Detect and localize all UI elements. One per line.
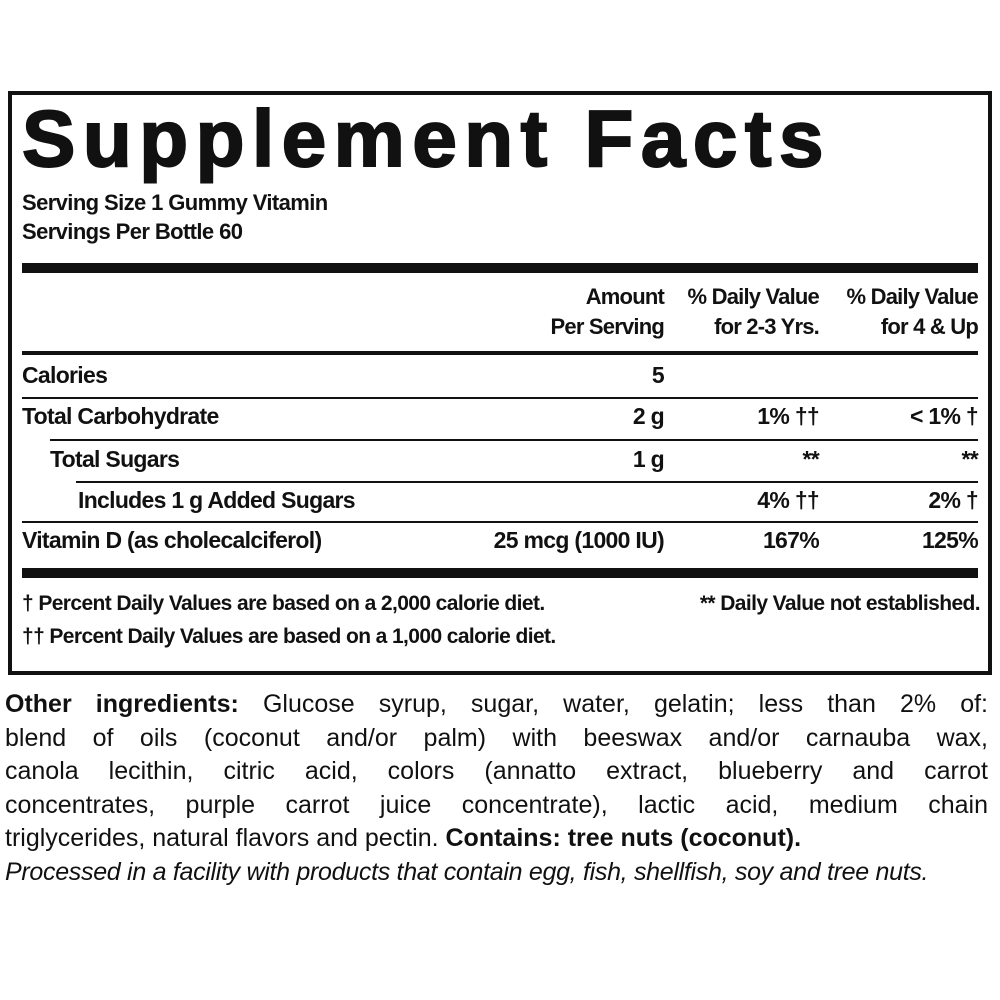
nutrient-row: Total Sugars 1 g ** ** <box>22 441 979 481</box>
nutrient-dv-2-3: 1% †† <box>757 403 819 429</box>
header-amount: Amount Per Serving <box>550 282 665 342</box>
header-dv4-line1: % Daily Value <box>846 284 979 309</box>
nutrient-dv-4-up: ** <box>961 446 978 472</box>
thick-divider <box>22 568 978 578</box>
ingredients-line: concentrates, purple carrot juice concen… <box>5 790 988 819</box>
ingredients-label: Other ingredients: <box>5 690 239 718</box>
row-divider <box>76 481 978 483</box>
nutrient-dv-4-up: 125% <box>921 527 979 553</box>
header-dv23-line1: % Daily Value <box>687 284 820 309</box>
header-dv4-line2: for 4 & Up <box>880 314 979 339</box>
other-ingredients: Other ingredients: Glucose syrup, sugar,… <box>5 688 988 889</box>
nutrient-amount: 5 <box>651 362 665 388</box>
header-dv23-line2: for 2-3 Yrs. <box>714 314 820 339</box>
ingredients-text: triglycerides, natural flavors and pecti… <box>5 824 446 852</box>
nutrient-label: Includes 1 g Added Sugars <box>78 487 356 513</box>
header-dv-2-3: % Daily Value for 2-3 Yrs. <box>687 282 820 342</box>
header-divider <box>22 351 978 355</box>
ingredients-line: canola lecithin, citric acid, colors (an… <box>5 757 988 785</box>
footnote-dagger: † Percent Daily Values are based on a 2,… <box>22 592 545 615</box>
servings-per-container: Servings Per Bottle 60 <box>22 219 243 244</box>
nutrient-dv-2-3: 167% <box>762 527 820 553</box>
nutrient-dv-2-3: ** <box>802 446 819 472</box>
nutrient-label: Vitamin D (as cholecalciferol) <box>22 527 322 553</box>
thick-divider <box>22 263 978 273</box>
row-divider <box>22 397 978 399</box>
nutrient-row: Includes 1 g Added Sugars 4% †† 2% † <box>22 482 979 522</box>
ingredients-line: Other ingredients: Glucose syrup, sugar,… <box>5 688 988 722</box>
allergen-statement: Contains: tree nuts (coconut). <box>445 824 802 852</box>
ingredients-line: blend of oils (coconut and/or palm) with… <box>5 723 988 752</box>
facility-statement: Processed in a facility with products th… <box>5 857 929 886</box>
nutrient-label: Total Sugars <box>50 446 180 472</box>
nutrient-label: Calories <box>22 362 108 388</box>
panel-title: Supplement Facts <box>21 94 832 183</box>
nutrient-dv-4-up: < 1% † <box>909 403 979 429</box>
nutrient-row: Total Carbohydrate 2 g 1% †† < 1% † <box>22 398 979 438</box>
nutrient-amount: 1 g <box>632 446 665 472</box>
supplement-facts-panel: Supplement Facts Serving Size 1 Gummy Vi… <box>8 91 992 675</box>
row-divider <box>22 521 978 523</box>
header-dv-4-up: % Daily Value for 4 & Up <box>846 282 979 342</box>
nutrient-row: Vitamin D (as cholecalciferol) 25 mcg (1… <box>22 522 979 562</box>
nutrient-dv-4-up: 2% † <box>928 487 978 513</box>
ingredients-line: triglycerides, natural flavors and pecti… <box>5 822 988 856</box>
nutrient-label: Total Carbohydrate <box>22 403 219 429</box>
header-amount-line2: Per Serving <box>550 314 665 339</box>
nutrient-amount: 25 mcg (1000 IU) <box>493 527 665 553</box>
row-divider <box>50 439 978 441</box>
nutrient-row: Calories 5 <box>22 357 978 397</box>
footnote-double-dagger: †† Percent Daily Values are based on a 1… <box>22 625 556 648</box>
nutrient-amount: 2 g <box>632 403 665 429</box>
ingredients-text: Glucose syrup, sugar, water, gelatin; le… <box>238 690 988 718</box>
footnote-not-established: ** Daily Value not established. <box>699 592 981 615</box>
serving-size: Serving Size 1 Gummy Vitamin <box>22 190 328 215</box>
header-amount-line1: Amount <box>585 284 665 309</box>
nutrient-dv-2-3: 4% †† <box>757 487 819 513</box>
